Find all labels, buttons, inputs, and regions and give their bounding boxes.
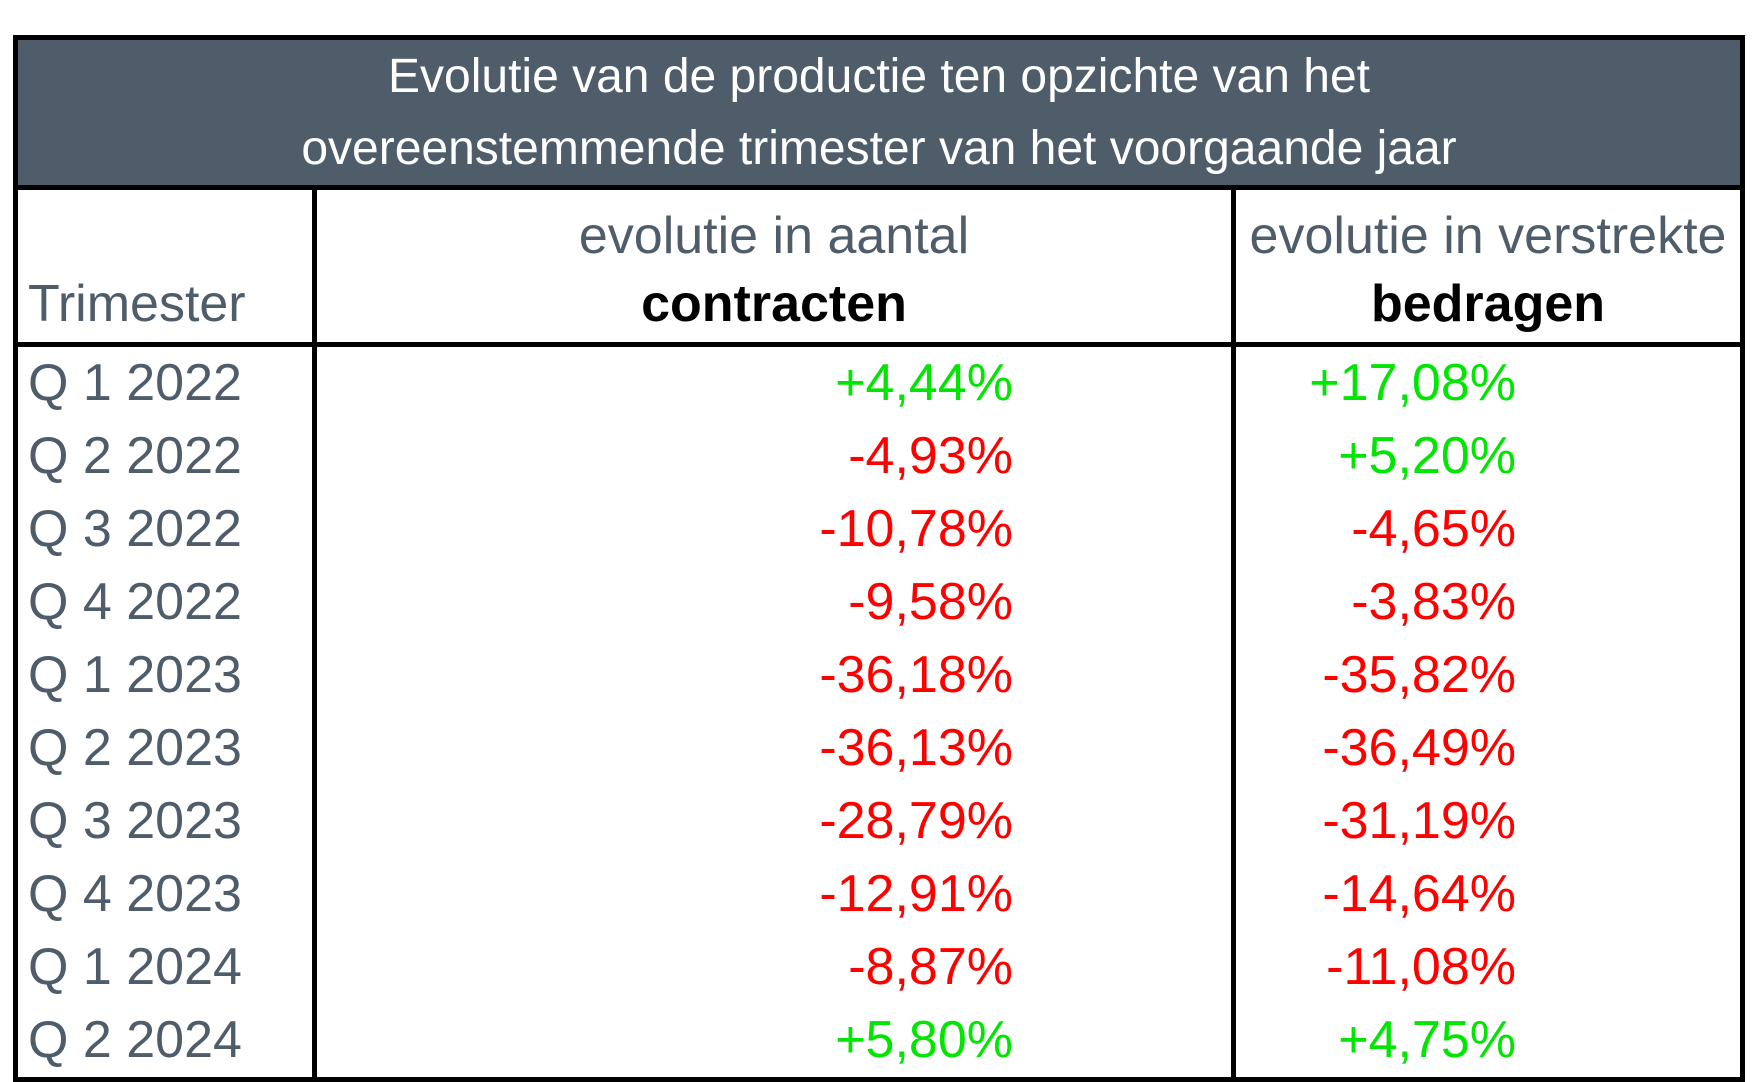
contracts-evolution-cell: -9,58%	[314, 566, 1236, 639]
table-row: Q 2 2023 -36,13% -36,49%	[15, 712, 1743, 785]
table-row: Q 2 2022 -4,93% +5,20%	[15, 420, 1743, 493]
contracts-evolution-cell: -10,78%	[314, 493, 1236, 566]
contracts-evolution-cell: +5,80%	[314, 1004, 1236, 1080]
amounts-evolution-cell: -36,49%	[1322, 719, 1516, 777]
table-row: Q 1 2022 +4,44% +17,08%	[15, 344, 1743, 420]
amounts-evolution-cell: +17,08%	[1309, 354, 1516, 412]
amounts-evolution-cell: +5,20%	[1338, 427, 1516, 485]
quarter-cell: Q 1 2022	[15, 344, 317, 420]
header-amounts-line1: evolutie in verstrekte	[1249, 207, 1727, 265]
table-row: Q 4 2023 -12,91% -14,64%	[15, 858, 1743, 931]
quarter-cell: Q 1 2024	[15, 931, 317, 1004]
contracts-evolution-cell: -36,13%	[314, 712, 1236, 785]
header-contracts-line1: evolutie in aantal	[578, 207, 970, 265]
table-row: Q 3 2023 -28,79% -31,19%	[15, 785, 1743, 858]
header-contracts-line2: contracten	[641, 275, 907, 333]
quarter-cell: Q 3 2023	[15, 785, 317, 858]
quarter-cell: Q 2 2022	[15, 420, 317, 493]
amounts-evolution-cell: -31,19%	[1322, 792, 1516, 850]
header-amounts-line2: bedragen	[1370, 275, 1606, 333]
quarter-cell: Q 2 2024	[15, 1004, 317, 1080]
contracts-evolution-cell: -4,93%	[314, 420, 1236, 493]
title-line-2: overeenstemmende trimester van het voorg…	[301, 121, 1457, 175]
quarter-cell: Q 1 2023	[15, 639, 317, 712]
contracts-evolution-cell: -12,91%	[314, 858, 1236, 931]
amounts-evolution-cell: -11,08%	[1326, 938, 1516, 996]
amounts-evolution-cell: -14,64%	[1322, 865, 1516, 923]
table-row: Q 4 2022 -9,58% -3,83%	[15, 566, 1743, 639]
amounts-evolution-cell: +4,75%	[1338, 1011, 1516, 1069]
contracts-evolution-cell: -28,79%	[314, 785, 1236, 858]
table-row: Q 1 2023 -36,18% -35,82%	[15, 639, 1743, 712]
quarter-cell: Q 4 2022	[15, 566, 317, 639]
quarter-cell: Q 3 2022	[15, 493, 317, 566]
contracts-evolution-cell: -8,87%	[314, 931, 1236, 1004]
header-amounts: evolutie in verstrekte bedragen	[1233, 187, 1743, 347]
header-trimester: Trimester	[15, 187, 317, 347]
contracts-evolution-cell: +4,44%	[314, 344, 1236, 420]
quarter-cell: Q 4 2023	[15, 858, 317, 931]
production-evolution-table: Evolutie van de productie ten opzichte v…	[13, 35, 1745, 1082]
contracts-evolution-cell: -36,18%	[314, 639, 1236, 712]
amounts-evolution-cell: -3,83%	[1351, 573, 1516, 631]
amounts-evolution-cell: -35,82%	[1322, 646, 1516, 704]
quarter-cell: Q 2 2023	[15, 712, 317, 785]
table-row: Q 3 2022 -10,78% -4,65%	[15, 493, 1743, 566]
table-title: Evolutie van de productie ten opzichte v…	[15, 37, 1743, 190]
title-line-1: Evolutie van de productie ten opzichte v…	[388, 49, 1370, 103]
header-contracts: evolutie in aantal contracten	[314, 187, 1236, 347]
table-row: Q 2 2024 +5,80% +4,75%	[15, 1004, 1743, 1080]
column-headers: Trimester evolutie in aantal contracten …	[15, 187, 1743, 347]
table-row: Q 1 2024 -8,87% -11,08%	[15, 931, 1743, 1004]
amounts-evolution-cell: -4,65%	[1351, 500, 1516, 558]
